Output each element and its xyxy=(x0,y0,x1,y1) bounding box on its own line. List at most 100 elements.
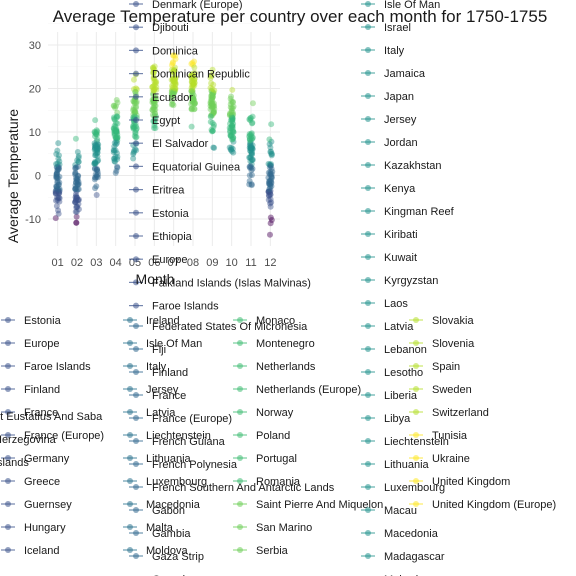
legend-entry: Netherlands xyxy=(256,361,316,373)
legend-key-point xyxy=(133,438,139,444)
data-point xyxy=(54,167,61,174)
data-point xyxy=(267,196,274,203)
data-point xyxy=(56,187,63,194)
legend-entry: Ukraine xyxy=(432,453,470,465)
data-point xyxy=(227,133,234,140)
data-point xyxy=(226,112,233,119)
legend-key-point xyxy=(365,1,371,7)
data-point xyxy=(54,164,61,171)
legend-entry: Faroe Islands xyxy=(152,301,219,313)
legend-key-point xyxy=(365,162,371,168)
data-point xyxy=(267,161,274,168)
legend-entry: Italy xyxy=(384,45,405,57)
data-point xyxy=(247,163,254,170)
data-point xyxy=(209,100,216,107)
data-point xyxy=(265,192,272,199)
data-point xyxy=(132,130,139,137)
data-point xyxy=(191,105,198,112)
data-point xyxy=(114,134,121,141)
data-point xyxy=(229,115,236,122)
data-point xyxy=(207,112,214,119)
data-point xyxy=(228,144,235,151)
legend-entry: Kazakhstan xyxy=(384,160,441,172)
data-point xyxy=(190,96,197,103)
legend-entry: French Polynesia xyxy=(152,459,238,471)
data-point xyxy=(247,153,254,160)
data-point xyxy=(246,181,253,188)
data-point xyxy=(150,98,157,105)
data-point xyxy=(152,102,159,109)
data-point xyxy=(246,144,253,151)
data-point xyxy=(226,110,233,117)
data-point xyxy=(93,130,100,137)
data-point xyxy=(209,93,216,100)
data-point xyxy=(93,192,100,199)
legend-entry: Macedonia xyxy=(384,528,439,540)
legend-entry: Ethiopia xyxy=(152,231,193,243)
data-point xyxy=(72,194,79,201)
data-point xyxy=(170,91,177,98)
data-point xyxy=(55,181,62,188)
data-point xyxy=(52,215,59,222)
data-point xyxy=(229,129,236,136)
data-point xyxy=(152,110,159,117)
data-point xyxy=(246,133,253,140)
data-point xyxy=(211,103,218,110)
data-point xyxy=(229,98,236,105)
data-point xyxy=(170,67,177,74)
data-point xyxy=(94,174,101,181)
data-point xyxy=(152,79,159,86)
data-point xyxy=(170,102,177,109)
data-point xyxy=(268,183,275,190)
data-point xyxy=(191,100,198,107)
data-point xyxy=(92,185,99,192)
data-point xyxy=(133,133,140,140)
data-point xyxy=(209,120,216,127)
data-point xyxy=(55,165,62,172)
legend-key-point xyxy=(127,547,133,553)
data-point xyxy=(249,165,256,172)
legend-entry: Falkland Islands (Islas Malvinas) xyxy=(152,277,311,289)
data-point xyxy=(209,128,216,135)
data-point xyxy=(207,98,214,105)
data-point xyxy=(208,95,215,102)
data-point xyxy=(92,152,99,159)
data-point xyxy=(268,174,275,181)
data-point xyxy=(75,158,82,165)
data-point xyxy=(247,147,254,154)
data-point xyxy=(131,108,138,115)
data-point xyxy=(188,76,195,83)
data-point xyxy=(55,140,62,147)
data-point xyxy=(168,91,175,98)
data-point xyxy=(74,157,81,164)
data-point xyxy=(210,110,217,117)
legend-key-point xyxy=(413,455,419,461)
legend-key-point xyxy=(237,432,243,438)
data-point xyxy=(208,111,215,118)
legend-entry: Saint Pierre And Miquelon xyxy=(256,499,383,511)
data-point xyxy=(168,89,175,96)
data-point xyxy=(73,164,80,171)
data-point xyxy=(52,190,59,197)
legend-entry: Israel xyxy=(384,22,411,34)
data-point xyxy=(92,160,99,167)
data-point xyxy=(53,187,60,194)
data-point xyxy=(92,151,99,158)
data-point xyxy=(151,78,158,85)
legend-entry: Lesotho xyxy=(384,367,423,379)
data-point xyxy=(265,196,272,203)
data-point xyxy=(190,81,197,88)
legend-key-point xyxy=(5,409,11,415)
data-point xyxy=(150,83,157,90)
data-point xyxy=(171,88,178,95)
data-point xyxy=(249,134,256,141)
data-point xyxy=(75,154,82,161)
data-point xyxy=(228,132,235,139)
data-point xyxy=(247,115,254,122)
data-point xyxy=(188,84,195,91)
legend-entry: Kiribati xyxy=(384,229,418,241)
legend-key-point xyxy=(127,432,133,438)
data-point xyxy=(268,165,275,172)
legend-entry: Macau xyxy=(384,505,417,517)
data-point xyxy=(54,147,61,154)
